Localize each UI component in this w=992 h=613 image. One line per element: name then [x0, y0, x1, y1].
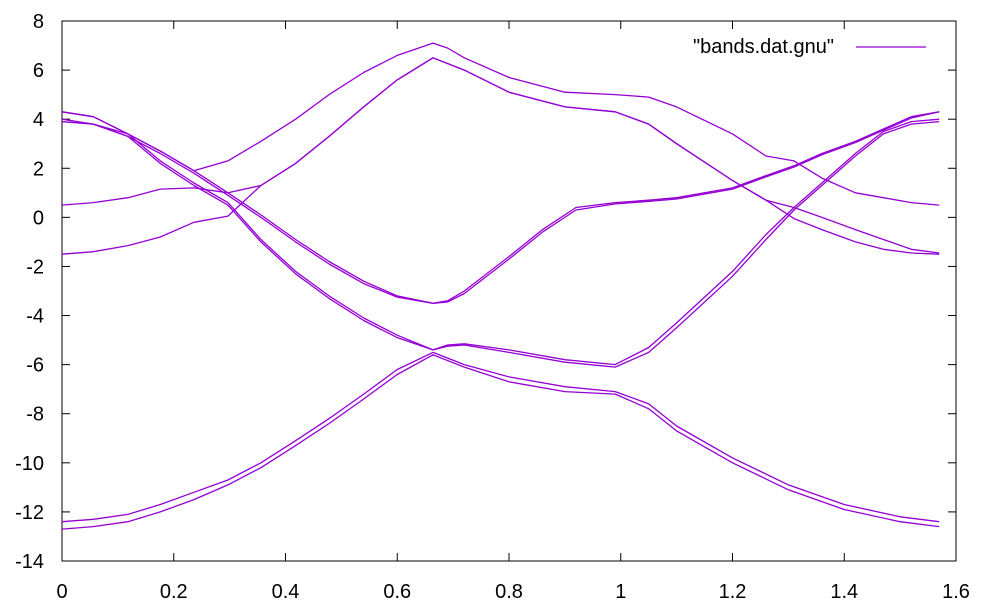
y-tick-label: -10: [15, 453, 44, 475]
x-tick-label: 1.6: [942, 581, 970, 603]
y-axis: 8 6 4 2 0 -2 -4 -6 -8 -10 -12 -14: [15, 11, 956, 573]
band-line-1: [61, 354, 940, 530]
y-tick-label: 2: [33, 158, 44, 180]
band-line-5: [61, 111, 940, 304]
band-line-3: [61, 111, 940, 368]
y-tick-label: 0: [33, 207, 44, 229]
band-line-8: [61, 57, 940, 255]
band-line-2: [61, 351, 940, 523]
y-tick-label: -8: [26, 404, 44, 426]
band-line-9: [61, 42, 940, 206]
x-tick-label: 0: [56, 581, 67, 603]
x-tick-label: 1: [615, 581, 626, 603]
y-tick-label: 6: [33, 60, 44, 82]
legend: "bands.dat.gnu": [693, 36, 926, 58]
y-tick-label: 4: [33, 109, 44, 131]
x-tick-label: 0.8: [495, 581, 523, 603]
y-tick-label: -2: [26, 256, 44, 278]
y-tick-label: -14: [15, 551, 44, 573]
x-tick-label: 0.4: [272, 581, 300, 603]
plot-frame: [61, 20, 957, 562]
y-tick-label: -6: [26, 355, 44, 377]
legend-label: "bands.dat.gnu": [693, 36, 834, 58]
y-tick-label: -12: [15, 502, 44, 524]
bands-series: [61, 42, 940, 530]
x-tick-label: 0.6: [383, 581, 411, 603]
y-tick-label: -4: [26, 306, 44, 328]
y-tick-label: 8: [33, 11, 44, 33]
x-tick-label: 0.2: [160, 581, 188, 603]
x-tick-label: 1.4: [830, 581, 858, 603]
band-line-6: [61, 111, 940, 304]
band-line-4: [61, 118, 940, 366]
x-axis: 0 0.2 0.4 0.6 0.8 1 1.2 1.4 1.6: [56, 21, 970, 603]
x-tick-label: 1.2: [719, 581, 747, 603]
